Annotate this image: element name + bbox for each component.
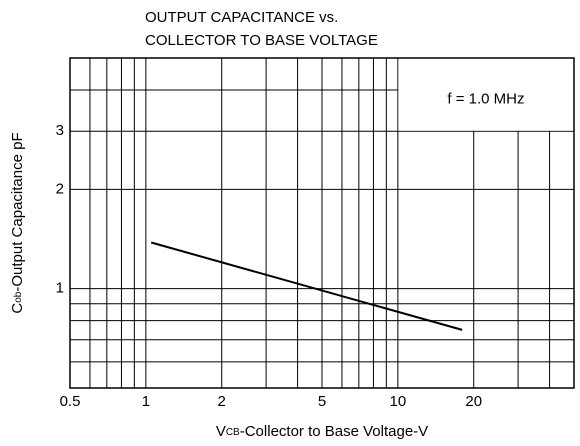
x-tick-label: 2 [218,393,226,410]
chart-title: OUTPUT CAPACITANCE vs. [145,9,338,26]
x-label-symbol: V [216,423,226,440]
annotation-box [398,58,574,131]
x-tick-label: 5 [318,393,326,410]
x-tick-label: 20 [465,393,482,410]
y-label-symbol: C [9,303,26,314]
y-tick-label: 1 [56,280,64,297]
y-label-subscript: ob [13,291,24,303]
x-label-text: -Collector to Base Voltage-V [240,423,428,440]
x-tick-label: 0.5 [60,393,81,410]
y-label-text: -Output Capacitance pF [9,132,26,291]
y-axis-label: Cob-Output Capacitance pF [9,132,26,313]
x-axis-label: VCB-Collector to Base Voltage-V [216,423,428,440]
y-tick-label: 2 [56,180,64,197]
data-line [150,241,463,331]
x-tick-label: 1 [142,393,150,410]
x-tick-label: 10 [390,393,407,410]
chart-title: COLLECTOR TO BASE VOLTAGE [145,32,378,49]
annotation: f = 1.0 MHz [447,91,524,108]
y-tick-label: 3 [56,122,64,139]
x-label-subscript: CB [226,427,240,438]
